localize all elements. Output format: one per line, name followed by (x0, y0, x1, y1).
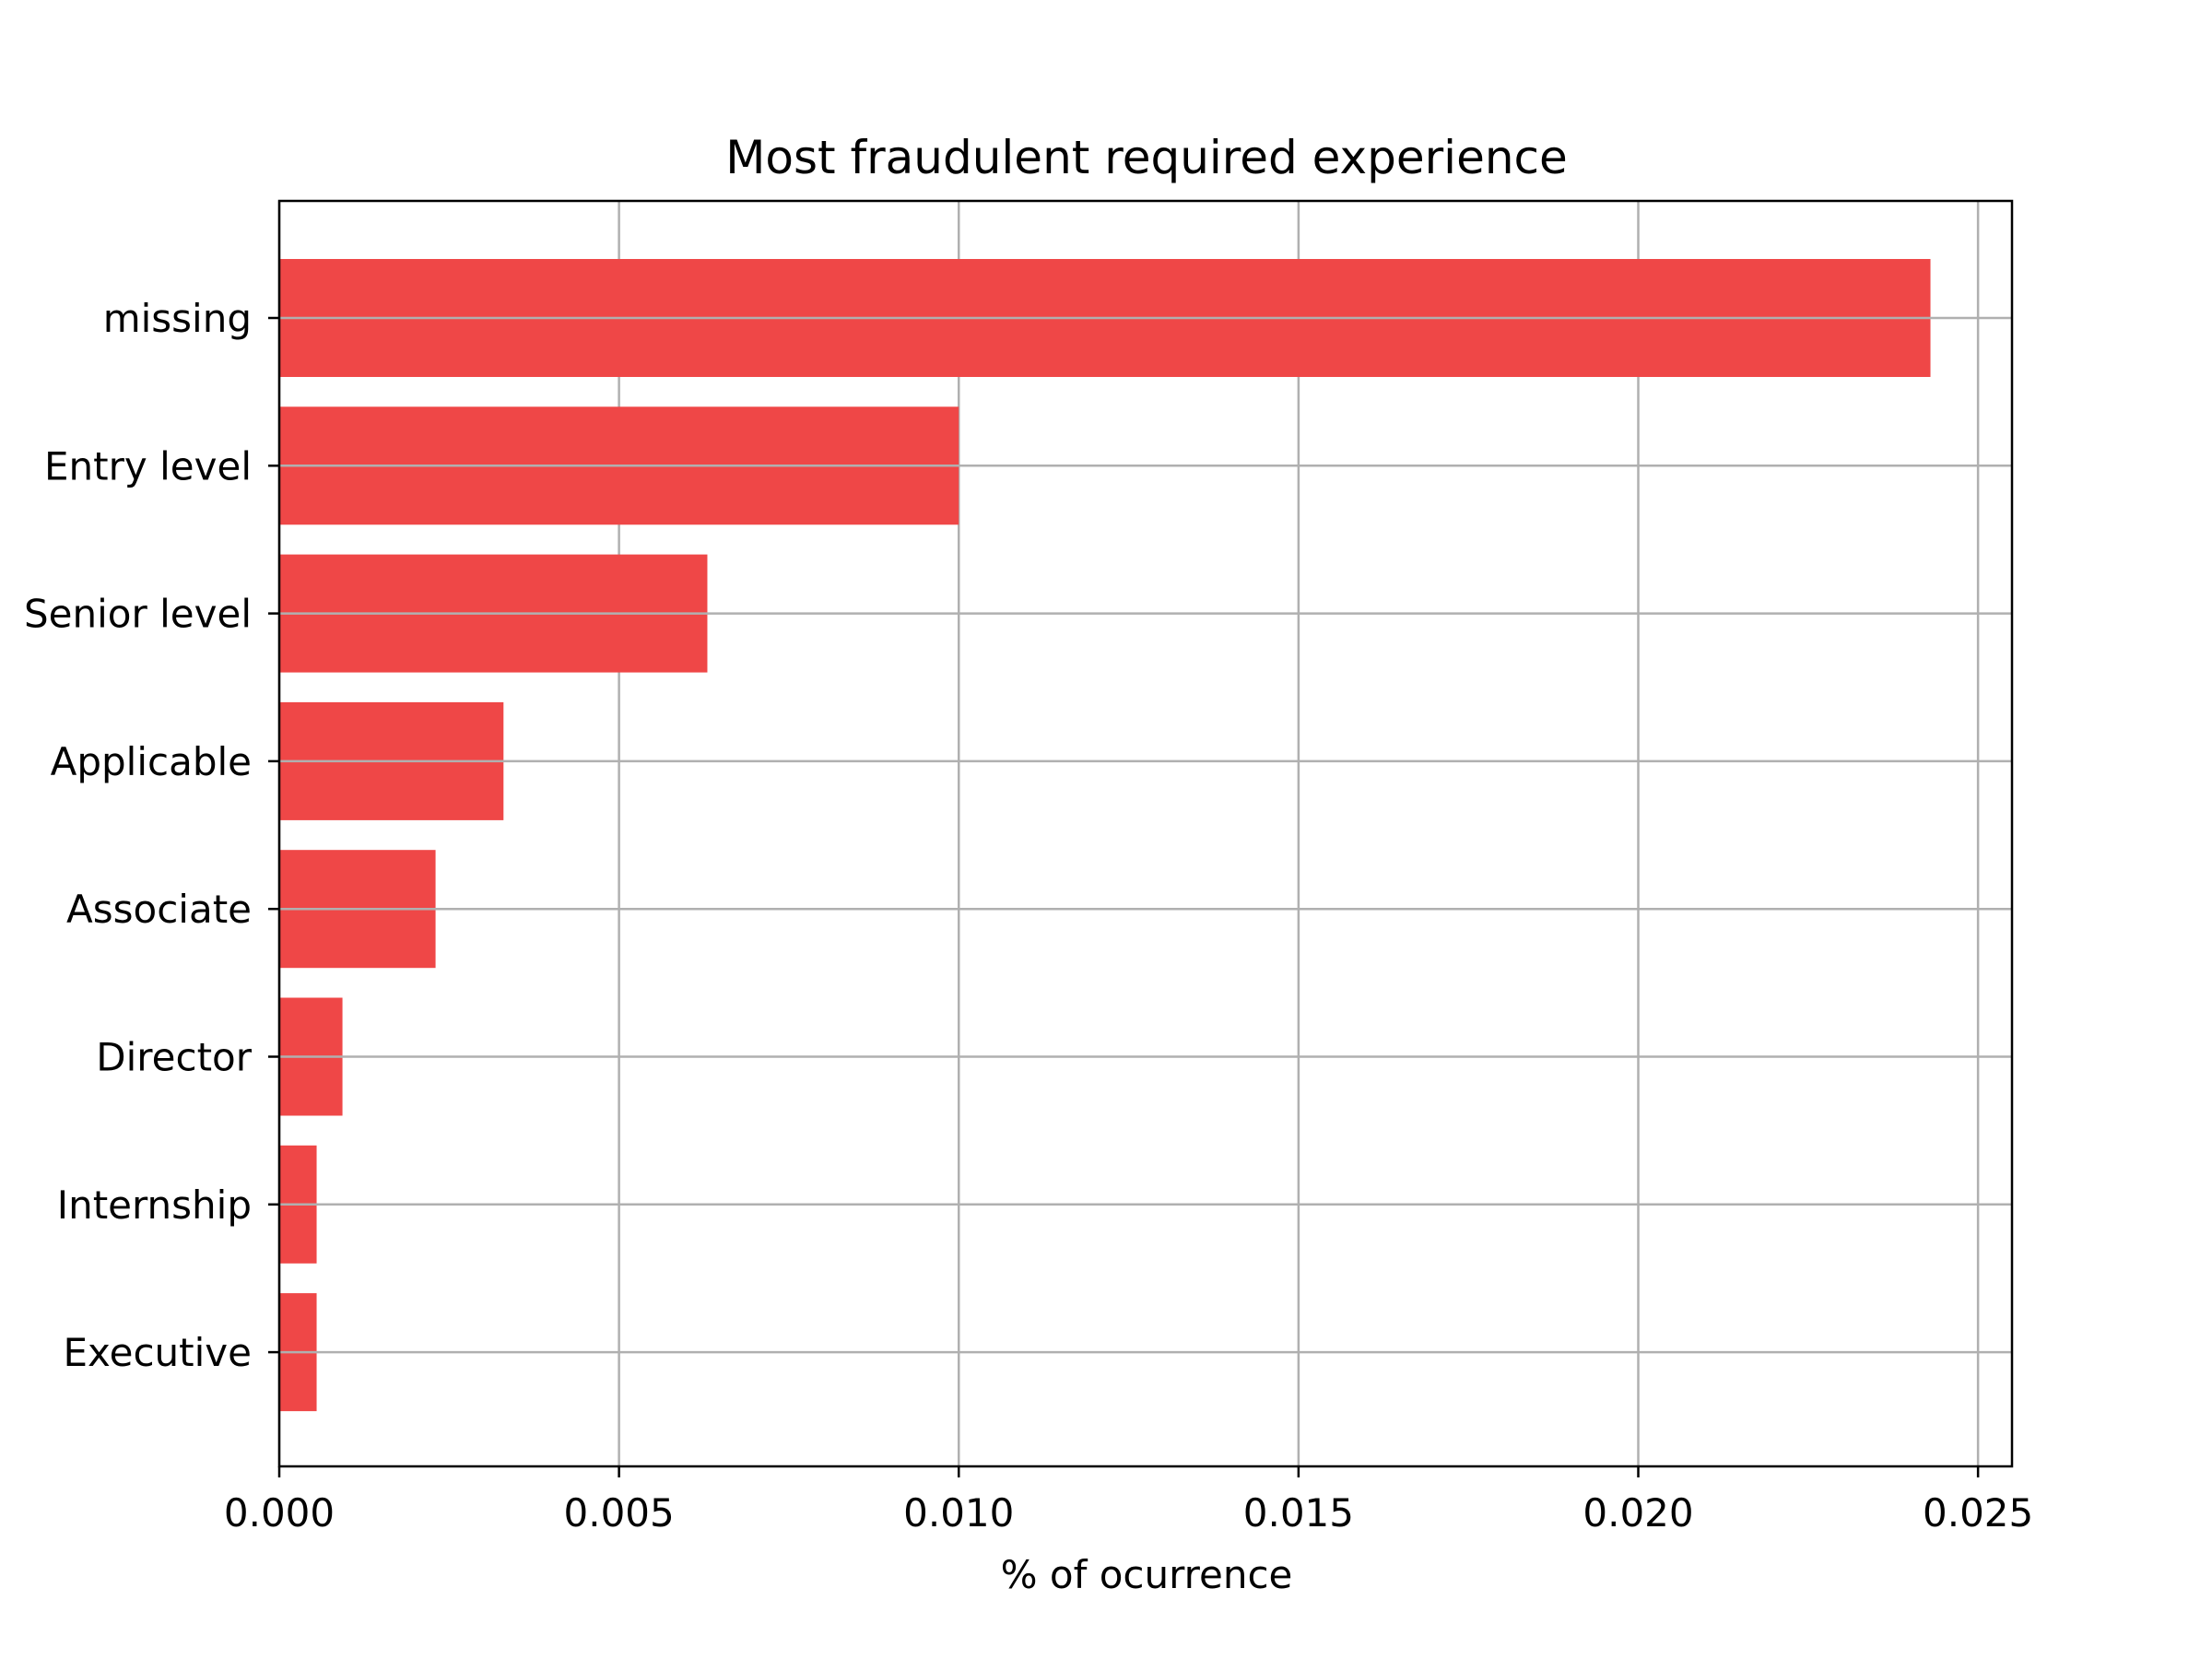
y-tick-label: Applicable (51, 739, 252, 784)
x-axis-title: % of ocurrence (1001, 1552, 1293, 1597)
x-tick-label: 0.025 (1923, 1490, 2033, 1535)
y-tick-label: Director (96, 1035, 252, 1080)
y-tick-label: missing (103, 296, 252, 341)
y-tick-label: Executive (64, 1330, 252, 1375)
x-tick-label: 0.010 (903, 1490, 1014, 1535)
x-tick-label: 0.005 (564, 1490, 675, 1535)
y-axis: missing Entry level Senior level Applicable… (24, 296, 279, 1375)
y-tick-label: Senior level (24, 592, 252, 637)
grid-layer (277, 201, 1980, 1466)
y-tick-label: Internship (57, 1182, 252, 1228)
bars-layer (279, 259, 1931, 1412)
x-tick-label: 0.000 (224, 1490, 335, 1535)
x-tick-label: 0.015 (1243, 1490, 1354, 1535)
y-tick-label: Associate (66, 887, 252, 932)
plot-frame (277, 199, 2014, 1468)
x-axis: 0.000 0.005 0.010 0.015 0.020 0.025 (224, 1466, 2033, 1535)
x-tick-label: 0.020 (1583, 1490, 1693, 1535)
chart-title: Most fraudulent required experience (725, 131, 1568, 184)
horizontal-grid-layer (279, 316, 2012, 1354)
y-tick-label: Entry level (44, 443, 252, 488)
